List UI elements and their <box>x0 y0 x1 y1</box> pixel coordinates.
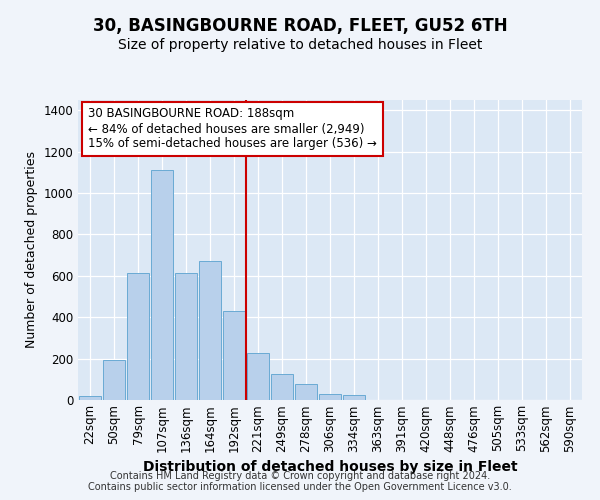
X-axis label: Distribution of detached houses by size in Fleet: Distribution of detached houses by size … <box>143 460 517 474</box>
Text: 30 BASINGBOURNE ROAD: 188sqm
← 84% of detached houses are smaller (2,949)
15% of: 30 BASINGBOURNE ROAD: 188sqm ← 84% of de… <box>88 108 377 150</box>
Bar <box>127 273 149 400</box>
Bar <box>199 262 221 400</box>
Bar <box>79 396 101 400</box>
Bar <box>103 360 125 400</box>
Bar <box>343 395 365 400</box>
Text: Contains HM Land Registry data © Crown copyright and database right 2024.
Contai: Contains HM Land Registry data © Crown c… <box>88 471 512 492</box>
Y-axis label: Number of detached properties: Number of detached properties <box>25 152 38 348</box>
Bar <box>175 273 197 400</box>
Bar <box>247 354 269 400</box>
Bar <box>295 384 317 400</box>
Bar <box>319 394 341 400</box>
Bar <box>151 170 173 400</box>
Bar <box>271 374 293 400</box>
Text: 30, BASINGBOURNE ROAD, FLEET, GU52 6TH: 30, BASINGBOURNE ROAD, FLEET, GU52 6TH <box>92 18 508 36</box>
Bar <box>223 311 245 400</box>
Text: Size of property relative to detached houses in Fleet: Size of property relative to detached ho… <box>118 38 482 52</box>
